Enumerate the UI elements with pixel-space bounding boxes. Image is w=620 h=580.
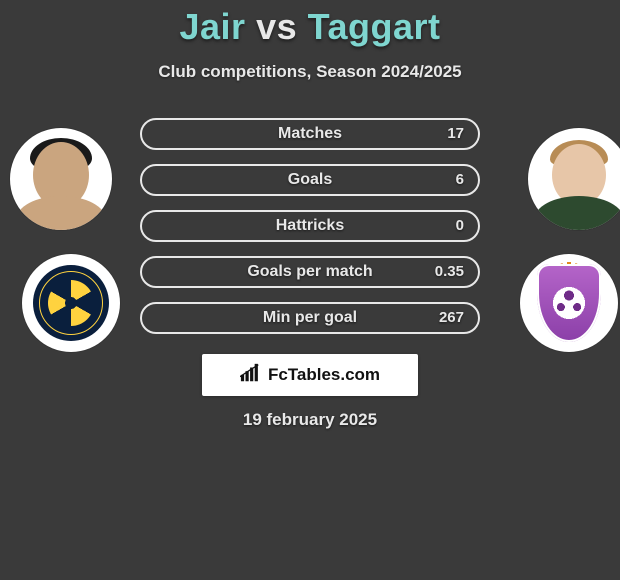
player2-club-logo: [520, 254, 618, 352]
avatar-body: [534, 196, 620, 230]
watermark-badge: FcTables.com: [202, 354, 418, 396]
stat-row-hattricks: Hattricks 0: [140, 210, 480, 242]
stat-label: Goals per match: [142, 258, 478, 286]
stat-row-goals-per-match: Goals per match 0.35: [140, 256, 480, 288]
pg-logo: [537, 264, 601, 342]
stat-label: Goals: [142, 166, 478, 194]
title-vs: vs: [256, 6, 297, 47]
bar-chart-icon: [240, 363, 262, 388]
stat-row-matches: Matches 17: [140, 118, 480, 150]
stat-value: 267: [439, 304, 464, 332]
player1-club-logo: [22, 254, 120, 352]
stat-label: Min per goal: [142, 304, 478, 332]
avatar-body: [16, 196, 106, 230]
stat-label: Hattricks: [142, 212, 478, 240]
date-text: 19 february 2025: [0, 410, 620, 430]
title-player2: Taggart: [308, 6, 441, 47]
stat-value: 0.35: [435, 258, 464, 286]
stat-value: 0: [456, 212, 464, 240]
stat-row-goals: Goals 6: [140, 164, 480, 196]
ccm-logo: [33, 265, 109, 341]
stat-label: Matches: [142, 120, 478, 148]
page-title: Jair vs Taggart: [0, 0, 620, 48]
player2-avatar: [528, 128, 620, 230]
subtitle: Club competitions, Season 2024/2025: [0, 62, 620, 82]
stat-value: 6: [456, 166, 464, 194]
player1-avatar: [10, 128, 112, 230]
watermark-text: FcTables.com: [268, 365, 380, 385]
stat-row-min-per-goal: Min per goal 267: [140, 302, 480, 334]
title-player1: Jair: [180, 6, 246, 47]
stat-value: 17: [447, 120, 464, 148]
